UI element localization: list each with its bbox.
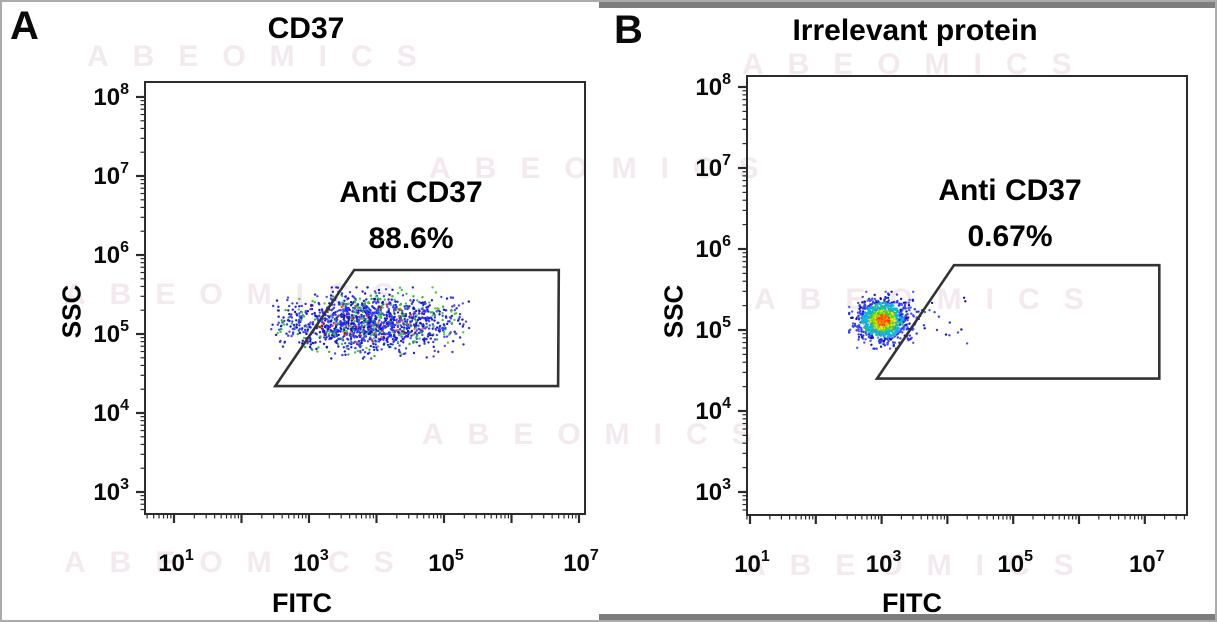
svg-text:103: 103 [93,476,129,506]
gray-border-bar-top [599,2,1215,8]
watermark-text: ABEOMICS [64,278,418,311]
panel-a-gate-annotation: Anti CD37 88.6% [261,170,561,262]
panel-b-gate-annotation: Anti CD37 0.67% [860,168,1160,260]
panel-b-x-axis-label: FITC [882,588,942,618]
svg-text:104: 104 [93,397,129,427]
svg-text:103: 103 [695,476,731,506]
svg-text:107: 107 [563,547,599,577]
panel-b-letter: B [614,8,643,52]
watermark-text: ABEOMICS [754,283,1108,316]
panel-a-gate-label: Anti CD37 [339,176,483,209]
watermark-text: ABEOMICS [744,549,1098,582]
panel-a-x-axis-label: FITC [272,588,332,618]
svg-text:105: 105 [695,314,731,344]
panel-a-title: CD37 [267,12,345,45]
panel-a-gate-percent: 88.6% [368,222,454,255]
panel-b-y-axis-label: SSC [658,284,689,339]
svg-text:107: 107 [93,160,129,190]
panel-b-gate-percent: 0.67% [967,220,1053,253]
panel-b-title: Irrelevant protein [792,14,1038,47]
svg-text:105: 105 [93,318,129,348]
panel-a-letter: A [10,4,39,48]
svg-text:108: 108 [93,81,129,111]
watermark-text: ABEOMICS [742,48,1096,81]
gray-border-bar-bottom [599,614,1215,620]
watermark-text: ABEOMICS [87,40,441,73]
panel-a-y-axis-label: SSC [56,284,87,339]
watermark-text: ABEOMICS [64,546,418,579]
svg-text:108: 108 [695,71,731,101]
watermark-text: ABEOMICS [422,418,776,451]
svg-text:105: 105 [428,547,464,577]
svg-text:107: 107 [1129,548,1165,578]
panel-b-gate-label: Anti CD37 [938,174,1082,207]
svg-text:106: 106 [93,239,129,269]
svg-text:106: 106 [695,233,731,263]
